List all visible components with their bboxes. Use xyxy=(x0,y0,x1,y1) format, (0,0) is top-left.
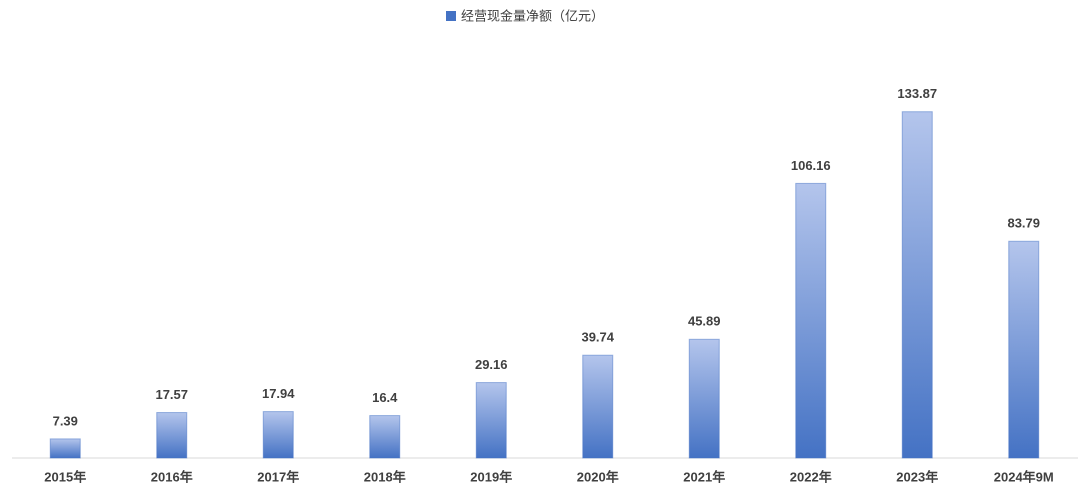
value-label: 45.89 xyxy=(688,314,721,329)
x-tick-label: 2022年 xyxy=(790,469,832,484)
value-label: 17.94 xyxy=(262,386,295,401)
value-label: 16.4 xyxy=(372,390,398,405)
bar xyxy=(901,111,933,459)
value-label: 39.74 xyxy=(581,330,614,345)
value-label: 17.57 xyxy=(155,387,188,402)
x-tick-label: 2017年 xyxy=(257,469,299,484)
bar xyxy=(262,411,294,459)
x-tick-label: 2018年 xyxy=(364,469,406,484)
value-label: 7.39 xyxy=(53,413,78,428)
legend-label: 经营现金量净额（亿元） xyxy=(461,8,604,23)
legend-swatch xyxy=(446,11,456,21)
bar xyxy=(156,412,188,459)
x-tick-label: 2021年 xyxy=(683,469,725,484)
value-label: 133.87 xyxy=(897,86,937,101)
x-tick-label: 2015年 xyxy=(44,469,86,484)
x-tick-label: 2023年 xyxy=(896,469,938,484)
bar xyxy=(688,338,720,459)
bar xyxy=(1008,240,1040,459)
value-label: 106.16 xyxy=(791,158,831,173)
x-tick-label: 2024年9M xyxy=(994,469,1054,484)
bar xyxy=(795,182,827,459)
x-tick-label: 2020年 xyxy=(577,469,619,484)
x-tick-label: 2016年 xyxy=(151,469,193,484)
value-label: 83.79 xyxy=(1007,216,1040,231)
bar xyxy=(582,354,614,459)
bar xyxy=(49,438,81,459)
bar xyxy=(369,415,401,459)
value-label: 29.16 xyxy=(475,357,508,372)
bar xyxy=(475,382,507,459)
x-tick-label: 2019年 xyxy=(470,469,512,484)
